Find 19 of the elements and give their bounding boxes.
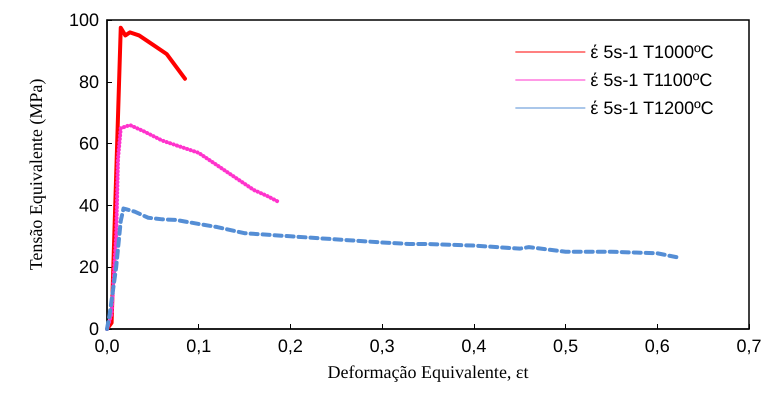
- x-tick-label: 0,5: [553, 336, 578, 356]
- x-tick-label: 0,3: [370, 336, 395, 356]
- x-tick-label: 0,6: [644, 336, 670, 356]
- x-tick-label: 0,7: [736, 336, 762, 356]
- x-tick-label: 0,1: [186, 336, 212, 356]
- x-tick-label: 0,4: [461, 336, 486, 356]
- x-axis-title: Deformação Equivalente, εt: [328, 362, 528, 382]
- x-tick-label: 0,0: [94, 336, 120, 356]
- y-axis-title: Tensão Equivalente (MPa): [26, 78, 46, 270]
- y-tick-label: 40: [78, 195, 99, 216]
- x-tick-label: 0,2: [278, 336, 303, 356]
- legend-label: έ 5s-1 T1200ºC: [590, 98, 714, 118]
- y-tick-label: 100: [68, 10, 99, 30]
- y-tick-label: 20: [78, 257, 99, 278]
- y-tick-label: 80: [78, 72, 99, 92]
- legend-label: έ 5s-1 T1100ºC: [590, 70, 712, 90]
- y-tick-label: 0: [88, 319, 99, 339]
- legend-label: έ 5s-1 T1000ºC: [590, 42, 714, 62]
- y-tick-label: 60: [78, 134, 99, 154]
